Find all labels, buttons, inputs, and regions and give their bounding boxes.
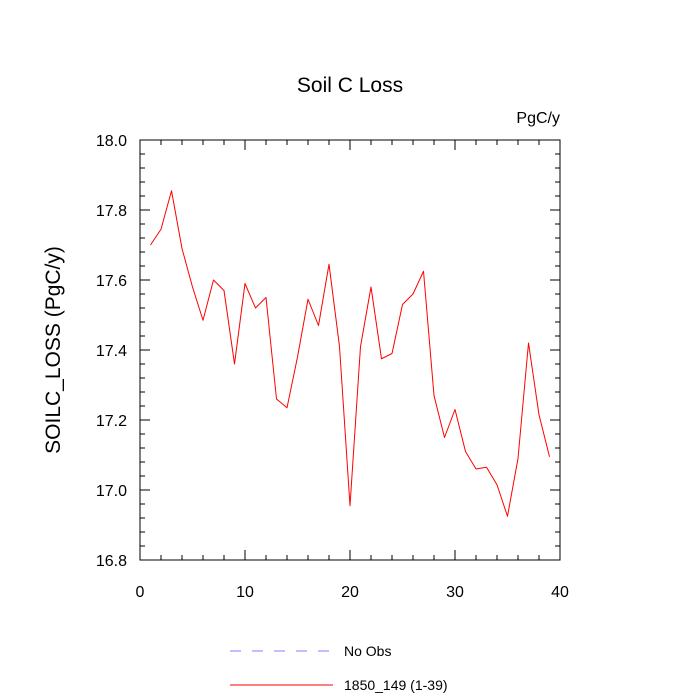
y-tick-label: 18.0 [96,133,127,150]
y-axis-ticks: 16.8 17.0 17.2 17.4 17.6 17.8 18.0 [96,133,560,570]
legend: No Obs 1850_149 (1-39) [230,643,448,693]
y-axis-label: SOILC_LOSS (PgC/y) [42,246,65,454]
legend-label-no-obs: No Obs [344,643,391,659]
y-tick-label: 17.6 [96,273,127,290]
series-line [150,190,550,517]
x-tick-label: 40 [551,584,569,601]
y-tick-label: 17.8 [96,203,127,220]
series-layer [150,190,550,517]
x-tick-label: 10 [236,584,254,601]
x-tick-label: 30 [446,584,464,601]
chart-title: Soil C Loss [297,74,403,97]
y-tick-label: 17.4 [96,343,127,360]
x-axis-ticks: 0 10 20 30 40 [136,140,569,601]
y-tick-label: 17.2 [96,413,127,430]
y-tick-label: 16.8 [96,553,127,570]
units-label: PgC/y [516,110,560,127]
x-tick-label: 20 [341,584,359,601]
legend-label-series: 1850_149 (1-39) [344,677,448,693]
y-tick-label: 17.0 [96,483,127,500]
plot-frame [139,139,561,561]
x-tick-label: 0 [136,584,145,601]
